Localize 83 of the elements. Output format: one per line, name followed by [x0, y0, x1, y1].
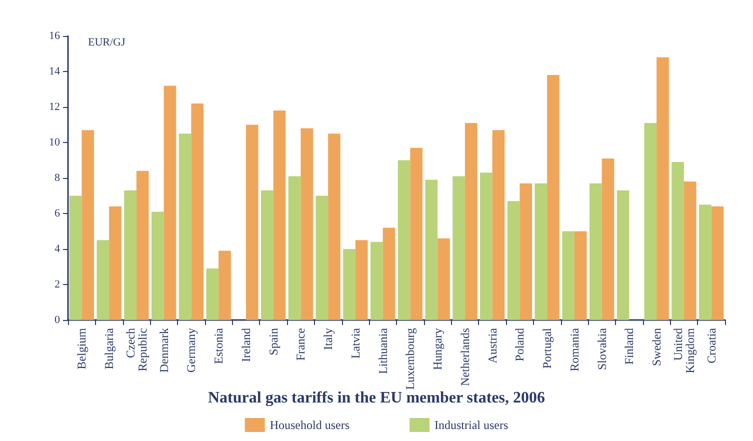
legend-label: Household users	[270, 418, 350, 432]
x-tick-label: Belgium	[74, 327, 89, 370]
y-tick-label: 0	[54, 314, 60, 326]
bar	[656, 57, 669, 320]
bar	[684, 182, 696, 320]
bar	[507, 201, 520, 320]
x-tick-label: Hungary	[430, 328, 445, 370]
y-tick-label: 6	[54, 208, 60, 220]
y-axis-title: EUR/GJ	[88, 36, 126, 48]
bar	[151, 212, 164, 320]
bar	[547, 75, 560, 320]
bar	[534, 183, 548, 320]
bar	[644, 122, 657, 320]
bar	[191, 103, 204, 320]
x-tick-label: Czech Republic	[123, 328, 150, 372]
bar	[492, 130, 505, 320]
bar	[343, 249, 356, 320]
bar	[520, 183, 532, 320]
bar	[178, 134, 192, 320]
bar	[273, 110, 286, 320]
bar	[124, 190, 136, 320]
bar	[260, 190, 274, 320]
bar	[425, 180, 438, 320]
bar	[136, 170, 149, 320]
x-tick-label: Italy	[321, 328, 336, 350]
y-tick-label: 10	[49, 136, 60, 148]
x-tick-label: Luxembourg	[403, 328, 418, 390]
y-tick-label: 2	[54, 278, 60, 290]
y-tick-label: 4	[54, 243, 60, 255]
bar	[698, 204, 712, 320]
text: Natural gas tariffs in the EU member states, 2006	[208, 390, 545, 406]
bar	[410, 148, 423, 320]
bar	[574, 231, 587, 320]
bar	[109, 206, 122, 320]
x-tick-label: Ireland	[238, 328, 253, 362]
bar	[616, 190, 630, 320]
x-tick-label: United Kingdom	[670, 327, 697, 374]
x-tick-label: Portugal	[540, 327, 554, 369]
x-tick-label: Finland	[622, 328, 636, 365]
x-tick-label: Croatia	[704, 327, 718, 364]
bar	[288, 176, 301, 320]
bar	[398, 160, 410, 320]
bar	[480, 172, 492, 320]
bar	[218, 250, 231, 320]
bar	[672, 162, 684, 320]
x-tick-label: Spain	[266, 328, 280, 356]
bar	[602, 158, 614, 320]
bar	[464, 122, 478, 320]
bar	[69, 196, 82, 320]
bar	[300, 128, 314, 320]
x-tick-label: Romania	[567, 327, 582, 372]
x-tick-label: Latvia	[348, 327, 362, 359]
y-tick-label: 12	[49, 101, 60, 113]
bar	[382, 228, 396, 320]
x-tick-label: France	[294, 328, 308, 361]
x-tick-label: Lithuania	[376, 327, 390, 374]
y-tick-label: 14	[49, 66, 60, 78]
bar	[562, 231, 574, 320]
y-tick-label: 8	[54, 172, 60, 184]
bar	[589, 183, 602, 320]
x-tick-label: Slovakia	[594, 327, 609, 370]
x-tick-label: Netherlands	[458, 328, 472, 386]
bar	[316, 196, 328, 320]
bar	[96, 240, 110, 320]
bar	[164, 86, 176, 320]
bar	[82, 130, 94, 320]
x-tick-label: Poland	[512, 328, 527, 362]
bar	[206, 268, 219, 320]
legend-label: Industrial users	[434, 418, 508, 432]
x-tick-label: Denmark	[156, 328, 171, 373]
bar	[370, 242, 383, 320]
x-tick-label: Sweden	[650, 328, 664, 366]
y-tick-label: 16	[49, 30, 60, 42]
bar	[355, 240, 368, 320]
x-tick-label: Bulgaria	[102, 327, 116, 370]
bar	[711, 206, 724, 320]
bar	[328, 134, 340, 320]
bar	[246, 124, 258, 320]
bar	[452, 176, 465, 320]
x-tick-label: Estonia	[212, 327, 226, 364]
x-tick-label: Germany	[184, 328, 198, 373]
bar	[438, 238, 450, 320]
x-tick-label: Austria	[485, 327, 500, 364]
